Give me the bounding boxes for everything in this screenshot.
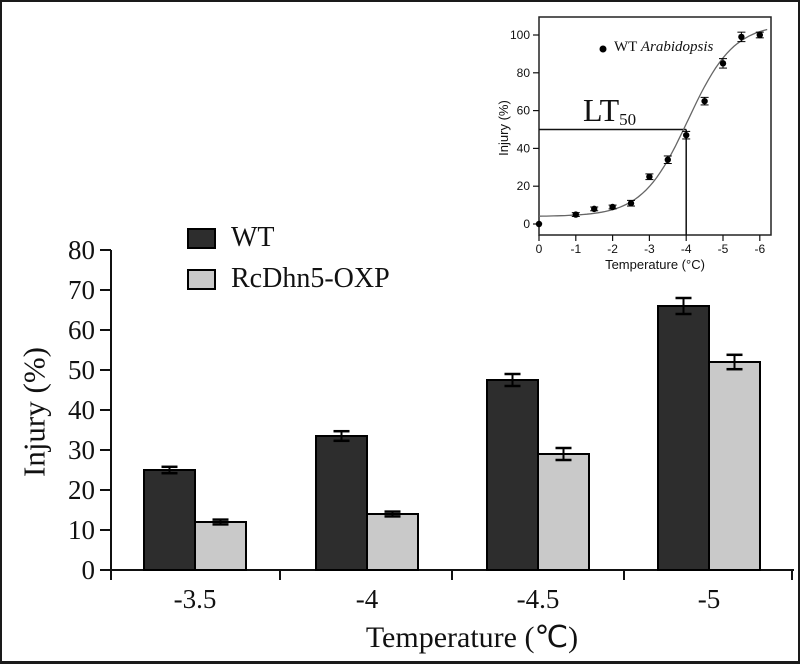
inset-legend-species: Arabidopsis — [640, 39, 714, 55]
inset-data-point — [701, 97, 708, 105]
legend-swatch-rcdhn5-oxp — [187, 268, 216, 290]
inset-data-point — [591, 205, 598, 213]
main-x-tick-label: -4 — [356, 584, 379, 614]
inset-x-tick-label: -3 — [644, 242, 655, 256]
main-y-tick-label: 50 — [68, 355, 95, 385]
bar-rcdhn5-oxp--3.5 — [194, 521, 247, 571]
bar-wt--3.5 — [143, 469, 196, 571]
inset-x-tick-label: 0 — [536, 242, 543, 256]
bar-rcdhn5-oxp--4.5 — [537, 453, 590, 571]
legend-item: WT — [187, 224, 390, 252]
bar-wt--4.5 — [486, 379, 539, 571]
main-y-tick-label: 10 — [68, 515, 95, 545]
inset-legend-marker — [599, 45, 607, 53]
inset-legend-label: WT Arabidopsis — [614, 39, 713, 56]
bar-wt--5 — [657, 305, 710, 571]
inset-legend-series: WT — [614, 39, 638, 55]
inset-data-point — [609, 203, 616, 211]
inset-data-point — [683, 131, 690, 139]
lt50-subscript: 50 — [619, 110, 637, 129]
main-y-tick-label: 30 — [68, 435, 95, 465]
inset-y-tick-label: 20 — [517, 179, 531, 193]
main-y-axis-title: Injury (%) — [16, 347, 52, 477]
bar-rcdhn5-oxp--4 — [366, 513, 419, 571]
legend-label: WT — [231, 222, 275, 253]
inset-y-axis-title: Injury (%) — [496, 100, 511, 156]
inset-y-tick-label: 100 — [510, 28, 530, 42]
legend: WT RcDhn5-OXP — [187, 224, 390, 293]
inset-data-point — [738, 33, 745, 41]
inset-x-tick-label: -6 — [754, 242, 765, 256]
inset-x-tick-label: -5 — [718, 242, 729, 256]
inset-x-axis-title: Temperature (°C) — [605, 257, 705, 272]
inset-data-point — [664, 156, 671, 163]
main-y-tick-label: 40 — [68, 395, 95, 425]
lt50-text: LT — [583, 92, 620, 128]
inset-data-point — [756, 31, 763, 39]
legend-label: RcDhn5-OXP — [231, 263, 390, 294]
inset-y-tick-label: 60 — [517, 104, 531, 118]
main-x-tick-label: -3.5 — [174, 584, 217, 614]
main-x-tick-label: -5 — [698, 584, 721, 614]
fit-curve — [538, 28, 768, 217]
main-y-tick-label: 0 — [82, 555, 96, 585]
main-y-tick-label: 80 — [68, 235, 95, 265]
inset-data-point — [535, 220, 543, 228]
main-y-tick-label: 70 — [68, 275, 95, 305]
inset-x-tick-label: -4 — [681, 242, 692, 256]
bar-wt--4 — [315, 435, 368, 571]
main-y-tick-label: 60 — [68, 315, 95, 345]
legend-swatch-wt — [187, 227, 216, 249]
legend-item: RcDhn5-OXP — [187, 265, 390, 293]
bar-rcdhn5-oxp--5 — [708, 361, 761, 571]
inset-y-tick-label: 0 — [523, 217, 530, 231]
lt50-annotation: LT50 — [583, 94, 636, 132]
inset-data-point — [719, 60, 727, 67]
inset-y-tick-label: 80 — [517, 66, 531, 80]
inset-data-point — [627, 200, 635, 207]
main-y-tick-label: 20 — [68, 475, 95, 505]
main-x-tick-label: -4.5 — [517, 584, 560, 614]
inset-data-point — [646, 173, 653, 180]
inset-frame — [538, 16, 772, 236]
inset-data-point — [572, 211, 579, 218]
inset-x-tick-label: -1 — [570, 242, 581, 256]
inset-y-tick-label: 40 — [517, 141, 531, 155]
inset-x-tick-label: -2 — [607, 242, 618, 256]
main-x-axis-title: Temperature (℃) — [365, 621, 579, 654]
